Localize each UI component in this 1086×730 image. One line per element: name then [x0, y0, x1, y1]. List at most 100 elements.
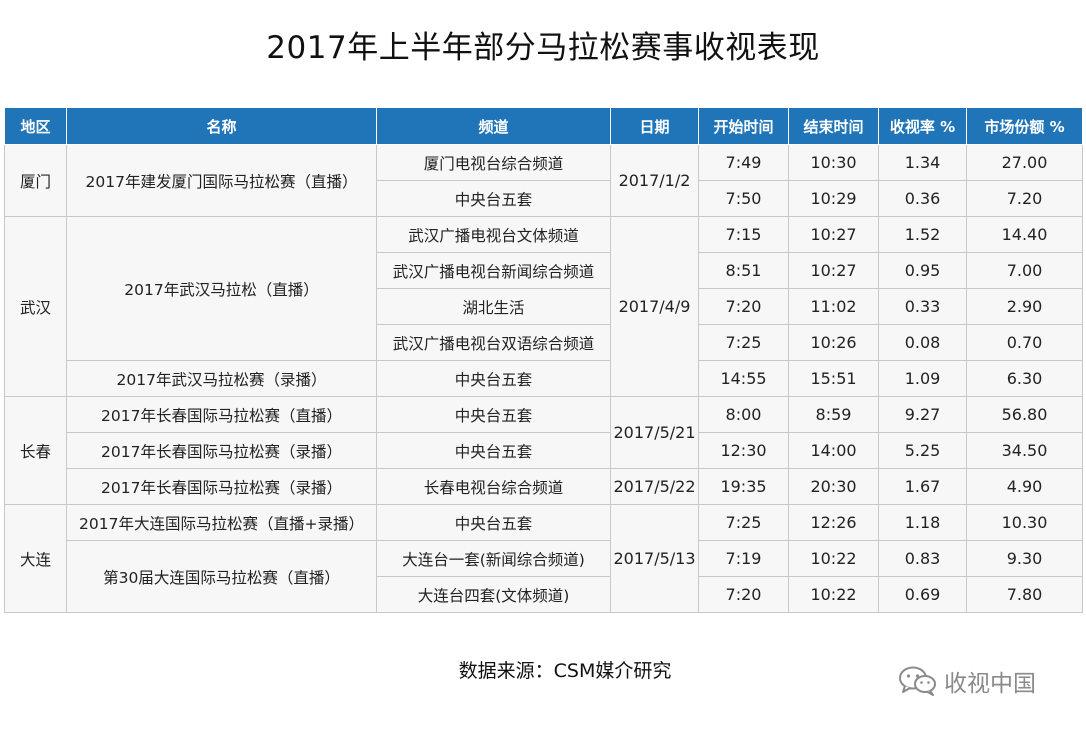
start-cell: 19:35 — [698, 468, 789, 505]
end-cell: 10:26 — [788, 324, 879, 361]
table-row: 大连台四套(文体频道) 7:20 10:22 0.69 7.80 — [5, 576, 1083, 613]
name-cell: 2017年长春国际马拉松赛（直播） — [66, 396, 377, 433]
share-cell: 9.30 — [966, 540, 1083, 577]
region-cell: 长春 — [4, 396, 67, 505]
channel-cell: 武汉广播电视台新闻综合频道 — [376, 252, 611, 289]
rating-cell: 1.67 — [878, 468, 967, 505]
start-cell: 7:19 — [698, 540, 789, 577]
start-cell: 7:25 — [698, 324, 789, 361]
start-cell: 8:00 — [698, 396, 789, 433]
header-name: 名称 — [66, 107, 377, 145]
date-cell: 2017/1/2 — [610, 144, 699, 217]
region-cell: 大连 — [4, 504, 67, 613]
channel-cell: 中央台五套 — [376, 360, 611, 397]
ratings-table: 地区 名称 频道 日期 开始时间 结束时间 收视率 % 市场份额 % 厦门 20… — [4, 107, 1083, 613]
date-cell: 2017/4/9 — [610, 216, 699, 397]
data-source-note: 数据来源：CSM媒介研究 — [458, 660, 672, 682]
table-row: 2017年武汉马拉松赛（录播） 中央台五套 14:55 15:51 1.09 6… — [5, 360, 1083, 397]
share-cell: 4.90 — [966, 468, 1083, 505]
rating-cell: 1.09 — [878, 360, 967, 397]
rating-cell: 0.83 — [878, 540, 967, 577]
rating-cell: 0.36 — [878, 180, 967, 217]
start-cell: 12:30 — [698, 432, 789, 469]
date-cell: 2017/5/21 — [610, 396, 699, 469]
table-row: 中央台五套 7:50 10:29 0.36 7.20 — [5, 180, 1083, 217]
channel-cell: 武汉广播电视台双语综合频道 — [376, 324, 611, 361]
channel-cell: 大连台四套(文体频道) — [376, 576, 611, 613]
rating-cell: 5.25 — [878, 432, 967, 469]
table-row: 2017年长春国际马拉松赛（录播） 中央台五套 12:30 14:00 5.25… — [5, 432, 1083, 469]
end-cell: 12:26 — [788, 504, 879, 541]
start-cell: 7:15 — [698, 216, 789, 253]
end-cell: 10:27 — [788, 252, 879, 289]
end-cell: 11:02 — [788, 288, 879, 325]
rating-cell: 1.34 — [878, 144, 967, 181]
header-rating: 收视率 % — [878, 107, 967, 145]
watermark: 收视中国 — [898, 664, 1036, 698]
rating-cell: 1.52 — [878, 216, 967, 253]
channel-cell: 中央台五套 — [376, 180, 611, 217]
date-cell: 2017/5/13 — [610, 504, 699, 613]
header-region: 地区 — [4, 107, 67, 145]
page-title: 2017年上半年部分马拉松赛事收视表现 — [266, 30, 820, 66]
rating-cell: 0.33 — [878, 288, 967, 325]
end-cell: 10:22 — [788, 540, 879, 577]
channel-cell: 中央台五套 — [376, 396, 611, 433]
start-cell: 8:51 — [698, 252, 789, 289]
table-row: 湖北生活 7:20 11:02 0.33 2.90 — [5, 288, 1083, 325]
header-share: 市场份额 % — [966, 107, 1083, 145]
channel-cell: 中央台五套 — [376, 432, 611, 469]
channel-cell: 大连台一套(新闻综合频道) — [376, 540, 611, 577]
share-cell: 56.80 — [966, 396, 1083, 433]
date-cell: 2017/5/22 — [610, 468, 699, 505]
share-cell: 10.30 — [966, 504, 1083, 541]
name-cell: 2017年大连国际马拉松赛（直播+录播） — [66, 504, 377, 541]
end-cell: 10:27 — [788, 216, 879, 253]
share-cell: 7.00 — [966, 252, 1083, 289]
rating-cell: 0.69 — [878, 576, 967, 613]
name-cell: 2017年武汉马拉松（直播） — [66, 216, 377, 361]
channel-cell: 中央台五套 — [376, 504, 611, 541]
table-header-row: 地区 名称 频道 日期 开始时间 结束时间 收视率 % 市场份额 % — [4, 107, 1083, 145]
name-cell: 第30届大连国际马拉松赛（直播） — [66, 540, 377, 613]
region-cell: 武汉 — [4, 216, 67, 397]
header-start-time: 开始时间 — [698, 107, 789, 145]
table-row: 2017年长春国际马拉松赛（录播） 长春电视台综合频道 2017/5/22 19… — [5, 468, 1083, 505]
share-cell: 6.30 — [966, 360, 1083, 397]
name-cell: 2017年建发厦门国际马拉松赛（直播） — [66, 144, 377, 217]
wechat-icon — [898, 665, 938, 697]
channel-cell: 长春电视台综合频道 — [376, 468, 611, 505]
table-row: 武汉广播电视台双语综合频道 7:25 10:26 0.08 0.70 — [5, 324, 1083, 361]
end-cell: 10:22 — [788, 576, 879, 613]
rating-cell: 9.27 — [878, 396, 967, 433]
rating-cell: 0.08 — [878, 324, 967, 361]
channel-cell: 厦门电视台综合频道 — [376, 144, 611, 181]
table-row: 大连 2017年大连国际马拉松赛（直播+录播） 中央台五套 2017/5/13 … — [4, 504, 1083, 613]
rating-cell: 0.95 — [878, 252, 967, 289]
header-date: 日期 — [610, 107, 699, 145]
end-cell: 10:30 — [788, 144, 879, 181]
share-cell: 34.50 — [966, 432, 1083, 469]
start-cell: 14:55 — [698, 360, 789, 397]
watermark-text: 收视中国 — [944, 671, 1036, 697]
table-row: 第30届大连国际马拉松赛（直播） 大连台一套(新闻综合频道) 7:19 10:2… — [5, 540, 1083, 613]
end-cell: 15:51 — [788, 360, 879, 397]
share-cell: 2.90 — [966, 288, 1083, 325]
start-cell: 7:49 — [698, 144, 789, 181]
table-row: 武汉广播电视台新闻综合频道 8:51 10:27 0.95 7.00 — [5, 252, 1083, 289]
end-cell: 20:30 — [788, 468, 879, 505]
end-cell: 10:29 — [788, 180, 879, 217]
header-channel: 频道 — [376, 107, 611, 145]
start-cell: 7:20 — [698, 288, 789, 325]
name-cell: 2017年长春国际马拉松赛（录播） — [66, 432, 377, 469]
channel-cell: 湖北生活 — [376, 288, 611, 325]
channel-cell: 武汉广播电视台文体频道 — [376, 216, 611, 253]
share-cell: 14.40 — [966, 216, 1083, 253]
end-cell: 14:00 — [788, 432, 879, 469]
end-cell: 8:59 — [788, 396, 879, 433]
rating-cell: 1.18 — [878, 504, 967, 541]
share-cell: 7.80 — [966, 576, 1083, 613]
start-cell: 7:20 — [698, 576, 789, 613]
table-row: 长春 2017年长春国际马拉松赛（直播） 中央台五套 2017/5/21 8:0… — [4, 396, 1083, 505]
start-cell: 7:50 — [698, 180, 789, 217]
